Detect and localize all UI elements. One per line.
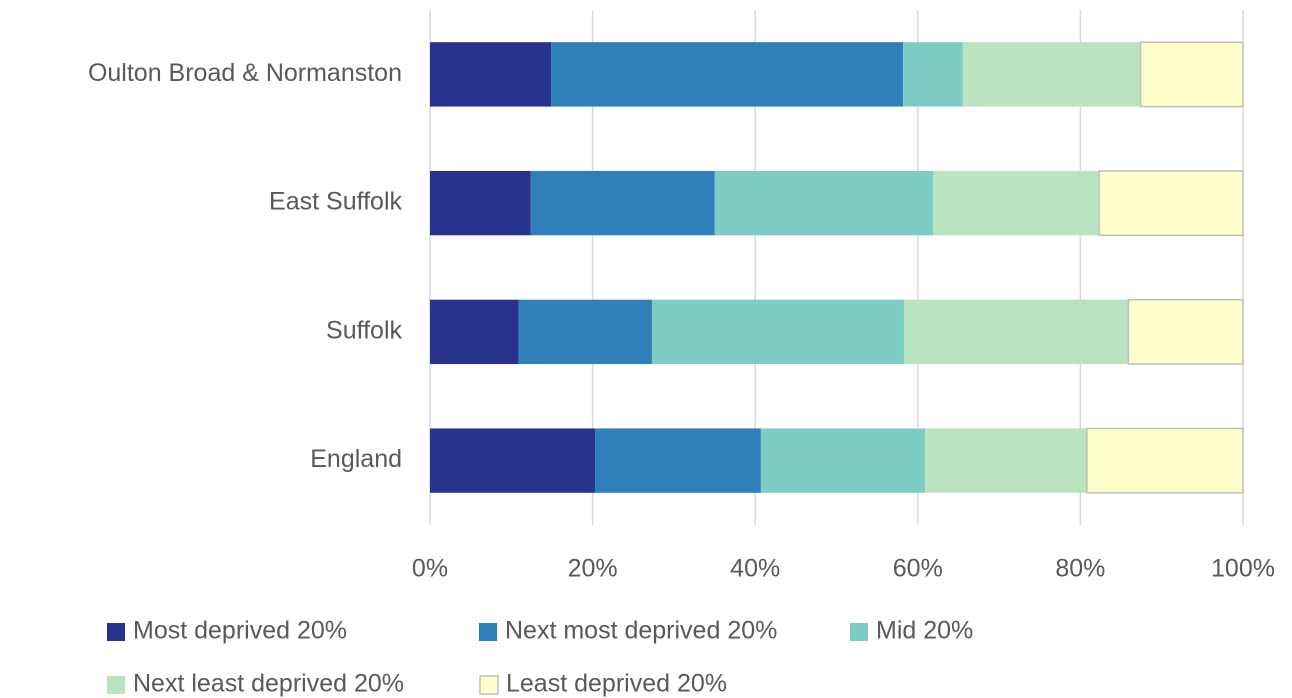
bar-segment (595, 428, 761, 493)
bar-segment (430, 299, 519, 365)
bar-segment (933, 170, 1100, 236)
bar-segment (651, 299, 904, 365)
bar-segment (903, 42, 963, 107)
bar-segment (430, 42, 552, 107)
y-tick-label: Suffolk (326, 316, 402, 344)
bar-segment (1139, 41, 1244, 108)
bar-segment (925, 428, 1087, 493)
legend-label: Mid 20% (876, 617, 973, 645)
bar-segment (1086, 427, 1244, 494)
legend-label: Most deprived 20% (133, 617, 347, 645)
bar-segment (551, 42, 904, 107)
legend-swatch (107, 623, 125, 641)
legend-label: Least deprived 20% (506, 670, 727, 698)
bar-segment (714, 170, 934, 236)
x-tick-label: 0% (412, 555, 448, 583)
x-tick-label: 40% (730, 555, 780, 583)
x-tick-label: 80% (1055, 555, 1105, 583)
x-tick-label: 20% (568, 555, 618, 583)
bar-segment (530, 170, 715, 236)
legend-swatch (479, 675, 499, 695)
bar-segment (430, 170, 531, 236)
bar-segment (1127, 298, 1244, 365)
bar-segment (962, 42, 1141, 107)
y-tick-label: East Suffolk (269, 188, 402, 216)
bar-segment (518, 299, 652, 365)
legend-swatch (850, 623, 868, 641)
bar-segment (903, 299, 1129, 365)
y-tick-label: Oulton Broad & Normanston (88, 59, 402, 87)
legend-swatch (479, 623, 497, 641)
bar-segment (430, 428, 596, 493)
bar-segment (1098, 170, 1244, 237)
legend-swatch (107, 676, 125, 694)
legend-label: Next most deprived 20% (505, 617, 777, 645)
x-tick-label: 100% (1211, 555, 1275, 583)
x-tick-label: 60% (893, 555, 943, 583)
y-tick-label: England (310, 445, 402, 473)
bar-segment (760, 428, 926, 493)
legend-label: Next least deprived 20% (133, 670, 404, 698)
